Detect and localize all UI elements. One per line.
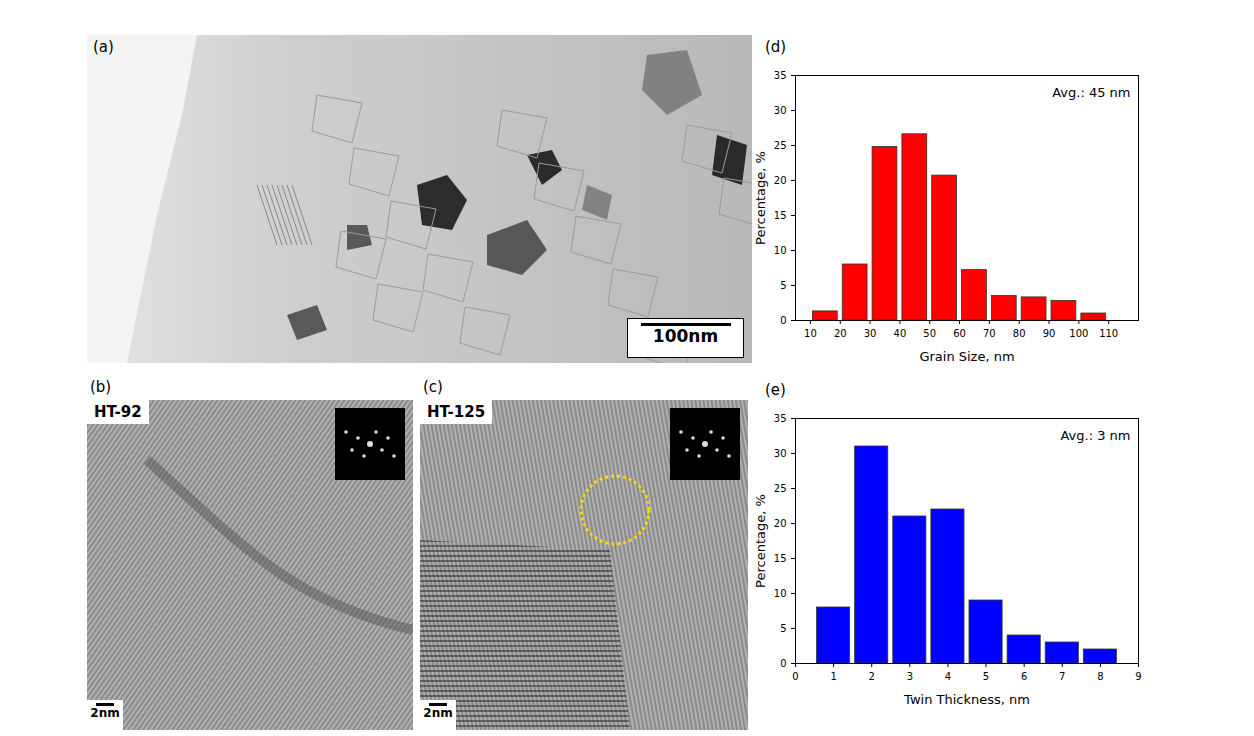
- svg-text:80: 80: [1013, 328, 1026, 339]
- svg-text:5: 5: [780, 280, 786, 291]
- svg-text:Avg.: 3 nm: Avg.: 3 nm: [1060, 428, 1130, 443]
- svg-text:25: 25: [774, 483, 787, 494]
- svg-text:10: 10: [774, 588, 787, 599]
- svg-text:5: 5: [780, 623, 786, 634]
- svg-text:20: 20: [834, 328, 847, 339]
- svg-text:1: 1: [830, 671, 836, 682]
- svg-text:9: 9: [1135, 671, 1141, 682]
- svg-text:20: 20: [774, 518, 787, 529]
- svg-text:0: 0: [780, 315, 786, 326]
- svg-text:25: 25: [774, 140, 787, 151]
- html-text:(d): (d): [765, 38, 787, 56]
- svg-text:4: 4: [945, 671, 951, 682]
- svg-text:Grain Size, nm: Grain Size, nm: [919, 349, 1014, 364]
- svg-text:15: 15: [774, 553, 787, 564]
- html-text:(c): (c): [423, 378, 443, 396]
- svg-text:35: 35: [774, 70, 787, 81]
- svg-text:30: 30: [774, 448, 787, 459]
- svg-text:6: 6: [1021, 671, 1027, 682]
- svg-text:5: 5: [983, 671, 989, 682]
- svg-text:3: 3: [907, 671, 913, 682]
- svg-text:Avg.: 45 nm: Avg.: 45 nm: [1052, 85, 1130, 100]
- html-text:(a): (a): [93, 38, 114, 56]
- html-text:(e): (e): [765, 381, 786, 399]
- svg-text:20: 20: [774, 175, 787, 186]
- svg-text:30: 30: [774, 105, 787, 116]
- html-text:HT-125: HT-125: [427, 403, 486, 421]
- svg-text:Percentage, %: Percentage, %: [753, 494, 768, 588]
- svg-text:Percentage, %: Percentage, %: [753, 151, 768, 245]
- svg-text:90: 90: [1043, 328, 1056, 339]
- svg-text:10: 10: [804, 328, 817, 339]
- svg-text:0: 0: [792, 671, 798, 682]
- svg-text:Twin Thickness, nm: Twin Thickness, nm: [903, 692, 1030, 707]
- html-text:2nm: 2nm: [423, 706, 453, 720]
- svg-text:7: 7: [1059, 671, 1065, 682]
- svg-text:35: 35: [774, 413, 787, 424]
- svg-text:70: 70: [983, 328, 996, 339]
- svg-text:50: 50: [923, 328, 936, 339]
- svg-text:15: 15: [774, 210, 787, 221]
- html-text:100nm: 100nm: [652, 326, 719, 346]
- html-text:(b): (b): [90, 378, 112, 396]
- html-text:HT-92: HT-92: [94, 403, 142, 421]
- svg-text:110: 110: [1099, 328, 1118, 339]
- svg-text:10: 10: [774, 245, 787, 256]
- svg-text:100: 100: [1069, 328, 1088, 339]
- svg-text:8: 8: [1097, 671, 1103, 682]
- html-text:2nm: 2nm: [90, 706, 120, 720]
- svg-text:60: 60: [953, 328, 966, 339]
- svg-text:40: 40: [894, 328, 907, 339]
- svg-text:0: 0: [780, 658, 786, 669]
- svg-text:2: 2: [869, 671, 875, 682]
- svg-text:30: 30: [864, 328, 877, 339]
